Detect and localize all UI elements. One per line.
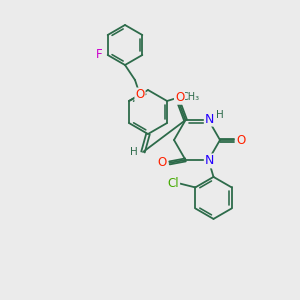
Text: CH₃: CH₃ xyxy=(182,92,200,102)
Text: O: O xyxy=(158,156,167,170)
Text: O: O xyxy=(236,134,246,146)
Text: Cl: Cl xyxy=(167,177,179,190)
Text: N: N xyxy=(205,154,214,167)
Text: O: O xyxy=(175,91,184,103)
Text: O: O xyxy=(176,91,185,103)
Text: H: H xyxy=(130,147,138,157)
Text: H: H xyxy=(216,110,224,120)
Text: N: N xyxy=(205,112,214,126)
Text: O: O xyxy=(135,88,145,101)
Text: F: F xyxy=(96,49,103,62)
